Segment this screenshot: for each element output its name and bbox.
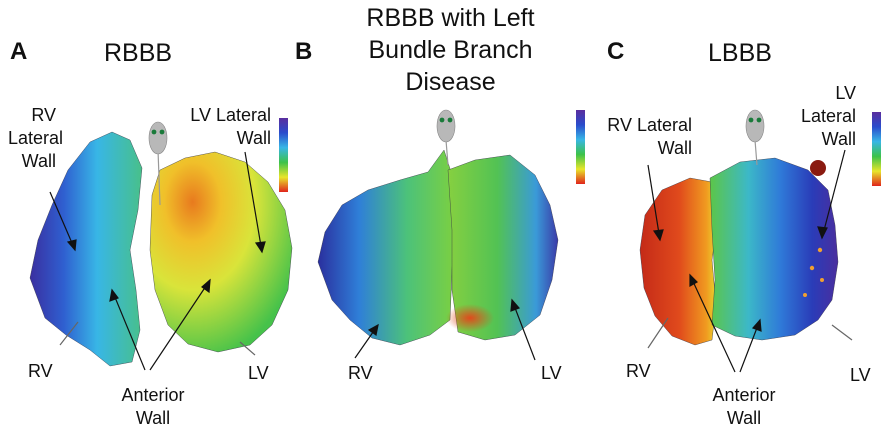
panel-a-title: RBBB	[104, 39, 173, 67]
panel-c-dark-spot	[810, 160, 826, 176]
panel-a-arrows	[49, 151, 266, 371]
label-line: RV Lateral	[607, 115, 692, 135]
panel-c-map	[639, 109, 881, 373]
label-line: LV	[835, 83, 856, 103]
panel-a-letter: A	[10, 38, 28, 65]
label-line: Wall	[821, 128, 856, 149]
panel-c-rv-lateral-wall-label: RV Lateral Wall	[604, 114, 692, 160]
label-line: Wall	[726, 407, 762, 428]
panel-b-letter: B	[295, 38, 313, 65]
panel-b-title-line-2: Bundle Branch	[368, 36, 533, 64]
panel-b-rv-chamber	[317, 149, 456, 346]
panel-a-rv-chamber	[29, 131, 143, 367]
panel-c-rv-label: RV	[626, 361, 651, 381]
panel-a-map	[29, 118, 293, 371]
label-line: Wall	[657, 137, 692, 158]
panel-c-title: LBBB	[708, 39, 772, 67]
panel-c-lv-label: LV	[850, 365, 871, 385]
panel-b-lv-label: LV	[541, 363, 562, 383]
panel-a-anterior-wall-label: Anterior Wall	[112, 384, 194, 430]
panel-a-rv-lateral-wall-label: RV Lateral Wall	[8, 104, 64, 173]
panel-c-markers	[803, 247, 824, 297]
panel-b-lv-chamber	[447, 154, 559, 341]
panel-b-catheter-icon	[436, 109, 456, 166]
panel-a-color-scale	[279, 118, 288, 192]
label-line: Wall	[236, 127, 271, 148]
panel-c-letter: C	[607, 38, 625, 65]
panel-c-rv-chamber	[639, 177, 719, 346]
label-line: Lateral	[800, 105, 856, 126]
panel-a-lv-chamber	[149, 151, 293, 353]
label-line: Wall	[21, 150, 56, 171]
panel-b-arrows	[354, 298, 536, 361]
label-line: Anterior	[121, 385, 185, 405]
label-line: Wall	[135, 407, 171, 428]
panel-c-catheter-icon	[745, 109, 765, 166]
panel-b-title-line-3: Disease	[405, 68, 496, 96]
label-line: Lateral	[8, 127, 64, 148]
panel-c-arrows	[647, 149, 853, 373]
panel-a-lv-label: LV	[248, 363, 269, 383]
panel-b-title: RBBB with Left Bundle Branch Disease	[358, 2, 543, 98]
label-line: RV	[31, 105, 56, 125]
label-line: LV Lateral	[190, 105, 271, 125]
panel-a-catheter-icon	[148, 121, 168, 206]
label-line: Anterior	[712, 385, 776, 405]
panel-b-early-region	[446, 304, 494, 332]
panel-c-lv-lateral-wall-label: LV Lateral Wall	[796, 82, 856, 151]
panel-c-anterior-wall-label: Anterior Wall	[703, 384, 785, 430]
panel-a-lv-lateral-wall-label: LV Lateral Wall	[176, 104, 271, 150]
panel-a-rv-label: RV	[28, 361, 53, 381]
panel-b-title-line-1: RBBB with Left	[366, 4, 535, 32]
panel-b-map	[317, 109, 585, 361]
panel-b-color-scale	[576, 110, 585, 184]
panel-b-rv-label: RV	[348, 363, 373, 383]
panel-c-color-scale	[872, 112, 881, 186]
